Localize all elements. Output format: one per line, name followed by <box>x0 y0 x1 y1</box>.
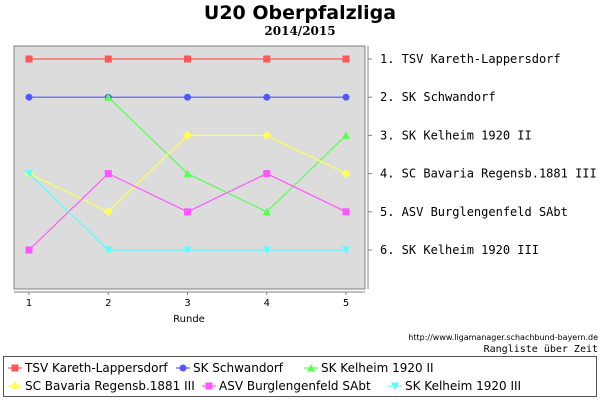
x-tick-label: 2 <box>105 298 111 309</box>
data-point <box>263 93 271 101</box>
legend-label: SK Kelheim 1920 III <box>405 379 522 393</box>
legend-swatch <box>8 364 22 372</box>
x-tick-label: 4 <box>264 298 270 309</box>
legend-swatch <box>8 381 22 391</box>
data-point <box>104 246 113 254</box>
x-tick-label: 1 <box>26 298 32 309</box>
legend-item: TSV Kareth-Lappersdorf <box>8 359 168 377</box>
data-point <box>183 130 192 140</box>
series-6 <box>25 170 350 254</box>
chart-subtitle: 2014/2015 <box>264 24 336 38</box>
rank-label: 3. SK Kelheim 1920 II <box>380 128 532 142</box>
legend-label: SC Bavaria Regensb.1881 III <box>25 379 195 393</box>
y-axis-right: 1. TSV Kareth-Lappersdorf 2. SK Schwandor… <box>367 46 597 289</box>
legend-swatch <box>202 382 216 390</box>
legend-item: ASV Burglengenfeld SAbt <box>202 377 371 395</box>
legend-item: SK Kelheim 1920 II <box>304 359 434 377</box>
series-layer <box>24 55 351 254</box>
chart-title: U20 Oberpfalzliga <box>203 2 397 24</box>
data-point <box>25 170 33 178</box>
data-point <box>184 208 191 216</box>
data-point <box>183 169 192 178</box>
x-tick-label: 3 <box>184 298 190 309</box>
data-point <box>263 55 271 63</box>
data-point <box>342 93 350 101</box>
legend-swatch <box>388 382 402 390</box>
data-point <box>342 246 350 254</box>
data-point <box>184 93 191 101</box>
x-axis: 1 2 3 4 5 <box>14 291 365 309</box>
legend-item: SC Bavaria Regensb.1881 III <box>8 377 195 395</box>
legend-label: TSV Kareth-Lappersdorf <box>25 361 168 375</box>
legend-item: SK Kelheim 1920 III <box>388 377 521 395</box>
data-point <box>10 381 20 391</box>
data-point <box>262 207 271 216</box>
rank-label: 5. ASV Burglengenfeld SAbt <box>380 205 568 219</box>
line-chart: 1 2 3 4 5 1. TSV Kareth-Lappersdorf 2. SK Sch… <box>13 45 597 325</box>
legend-swatch <box>176 364 190 372</box>
data-point <box>25 55 33 63</box>
data-point <box>183 246 192 254</box>
data-point <box>342 131 350 139</box>
data-point <box>307 364 315 372</box>
chart-legend: TSV Kareth-Lappersdorf SK Schwandorf SK Ke… <box>3 356 597 397</box>
data-point <box>342 55 350 63</box>
rank-label: 4. SC Bavaria Regensb.1881 III <box>380 167 597 181</box>
data-point <box>103 207 113 217</box>
data-point <box>262 130 272 140</box>
legend-label: ASV Burglengenfeld SAbt <box>219 379 371 393</box>
data-point <box>25 93 33 101</box>
series-5 <box>25 170 350 254</box>
rank-label: 1. TSV Kareth-Lappersdorf <box>380 52 561 66</box>
data-point <box>25 246 33 254</box>
rank-label: 6. SK Kelheim 1920 III <box>380 243 539 257</box>
data-point <box>391 382 399 390</box>
data-point <box>104 170 112 178</box>
data-point <box>205 382 213 390</box>
source-url: http://www.ligamanager.schachbund-bayern… <box>408 333 598 342</box>
data-point <box>341 169 351 179</box>
data-point <box>263 170 271 178</box>
legend-label: SK Schwandorf <box>193 361 284 375</box>
legend-item: SK Schwandorf <box>176 359 283 377</box>
data-point <box>104 93 113 101</box>
data-point <box>184 55 191 63</box>
data-point <box>104 55 112 63</box>
legend-swatch <box>304 364 318 372</box>
data-point <box>342 208 350 216</box>
x-tick-label: 5 <box>343 298 349 309</box>
x-axis-label: Runde <box>173 314 205 325</box>
data-point <box>262 246 271 254</box>
legend-label: SK Kelheim 1920 II <box>321 361 434 375</box>
data-point <box>11 364 19 372</box>
data-point <box>179 364 187 372</box>
ranking-caption: Rangliste über Zeit <box>483 344 598 355</box>
rank-label: 2. SK Schwandorf <box>380 90 496 104</box>
series-1 <box>25 55 350 63</box>
